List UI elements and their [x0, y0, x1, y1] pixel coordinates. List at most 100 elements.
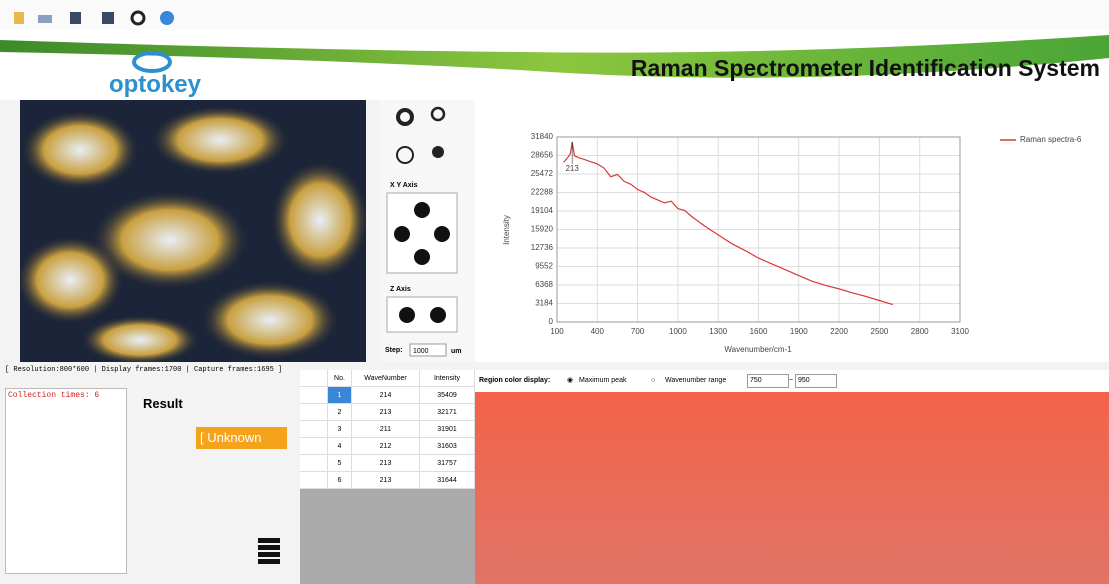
x-axis-title: Wavenumber/cm-1: [724, 345, 792, 354]
logo-mark: [132, 51, 172, 73]
spectrum-chart: Intensity Wavenumber/cm-1 0 3184 6368 9552 1…: [475, 100, 1109, 362]
x-tick-label: 1900: [790, 327, 808, 336]
toolbar-icons: [14, 10, 174, 26]
row-header[interactable]: [300, 438, 328, 455]
row-header[interactable]: [300, 404, 328, 421]
table-cell[interactable]: 4: [328, 438, 352, 455]
y-tick-label: 12736: [531, 243, 554, 252]
y-tick-label: 22288: [531, 188, 554, 197]
row-header[interactable]: [300, 455, 328, 472]
table-cell[interactable]: 211: [352, 421, 420, 438]
region-color: [475, 392, 1109, 584]
table-cell[interactable]: 213: [352, 455, 420, 472]
open-icon[interactable]: [14, 12, 24, 24]
table-cell[interactable]: 31644: [420, 472, 475, 489]
spectrum-line: [563, 141, 894, 306]
row-header[interactable]: [300, 421, 328, 438]
y-tick-label: 0: [549, 317, 554, 326]
x-tick-label: 3100: [951, 327, 969, 336]
range-from[interactable]: 750: [747, 374, 789, 388]
peak-table: No. WaveNumber Intensity 1 214 35409 2 213 32171…: [300, 370, 475, 584]
table-cell[interactable]: 31901: [420, 421, 475, 438]
table-cell[interactable]: 214: [352, 387, 420, 404]
y-tick-label: 6368: [535, 280, 553, 289]
export-icon[interactable]: [38, 15, 52, 23]
stage-controls: X Y Axis Z Axis Step: 1000 um: [380, 100, 475, 362]
column-header: Intensity: [420, 370, 475, 387]
z-down-button[interactable]: [430, 307, 446, 323]
swoosh: [0, 35, 1109, 78]
table-cell[interactable]: 3: [328, 421, 352, 438]
table-cell[interactable]: 31603: [420, 438, 475, 455]
result-label: Result: [143, 396, 183, 411]
x-tick-label: 100: [550, 327, 564, 336]
mode-button[interactable]: [396, 146, 414, 164]
down-button[interactable]: [414, 249, 430, 265]
table-cell[interactable]: 32171: [420, 404, 475, 421]
record-icon[interactable]: [130, 10, 146, 26]
x-tick-label: 1600: [750, 327, 768, 336]
banner: optokey Raman Spectrometer Identificatio…: [0, 30, 1109, 100]
left-button[interactable]: [394, 226, 410, 242]
x-tick-label: 700: [631, 327, 645, 336]
y-tick-label: 25472: [531, 169, 554, 178]
zoom-button[interactable]: [430, 106, 446, 122]
y-tick-label: 15920: [531, 225, 554, 234]
z-up-button[interactable]: [399, 307, 415, 323]
x-tick-label: 2500: [871, 327, 889, 336]
peak-label: 213: [566, 164, 580, 173]
toolbar: [0, 0, 1109, 30]
table-corner: [300, 370, 328, 387]
table-cell[interactable]: 6: [328, 472, 352, 489]
range-option: Wavenumber range: [665, 377, 727, 384]
result-value: [ Unknown: [196, 427, 287, 449]
range-sep: ~: [789, 377, 794, 384]
save-icon[interactable]: [70, 12, 81, 24]
peak-radio[interactable]: ◉: [567, 377, 574, 384]
help-icon[interactable]: [160, 11, 174, 25]
region-label: Region color display:: [479, 377, 551, 384]
table-cell[interactable]: 35409: [420, 387, 475, 404]
peak-option: Maximum peak: [579, 377, 627, 384]
x-tick-label: 1300: [709, 327, 727, 336]
settings-button[interactable]: [396, 108, 414, 126]
camera-view: [20, 100, 366, 362]
table-cell[interactable]: 2: [328, 404, 352, 421]
y-tick-label: 28656: [531, 151, 554, 160]
table-cell[interactable]: 31757: [420, 455, 475, 472]
xy-axis-label: X Y Axis: [390, 182, 418, 189]
x-tick-label: 400: [591, 327, 605, 336]
save-all-icon[interactable]: [102, 12, 114, 24]
plot-frame: [556, 136, 961, 323]
step-unit: um: [451, 348, 462, 355]
table-cell[interactable]: 1: [328, 387, 352, 404]
table-cell[interactable]: 213: [352, 472, 420, 489]
status-bar: [ Resolution:800*600 | Display frames:17…: [5, 366, 283, 374]
table-cell[interactable]: 213: [352, 404, 420, 421]
app-title: Raman Spectrometer Identification System: [631, 55, 1100, 81]
y-tick-label: 31840: [531, 132, 554, 141]
step-input[interactable]: [409, 343, 447, 357]
light-button[interactable]: [432, 146, 444, 158]
x-tick-label: 1000: [669, 327, 687, 336]
legend-label: Raman spectra-6: [1020, 135, 1082, 144]
region-bar: Region color display: ◉ Maximum peak ○ W…: [475, 370, 1109, 392]
control-icons: X Y Axis Z Axis Step: 1000 um: [385, 106, 462, 357]
row-header[interactable]: [300, 472, 328, 489]
x-tick-label: 2200: [830, 327, 848, 336]
y-tick-label: 19104: [531, 206, 554, 215]
table-cell[interactable]: 5: [328, 455, 352, 472]
right-button[interactable]: [434, 226, 450, 242]
y-tick-label: 9552: [535, 262, 553, 271]
row-header[interactable]: [300, 387, 328, 404]
table-cell[interactable]: 212: [352, 438, 420, 455]
logo-text: optokey: [109, 71, 202, 98]
range-radio[interactable]: ○: [651, 377, 656, 384]
z-axis-label: Z Axis: [390, 286, 411, 293]
x-tick-label: 2800: [911, 327, 929, 336]
range-to[interactable]: 950: [795, 374, 837, 388]
up-button[interactable]: [414, 202, 430, 218]
log-box: Collection times: 6: [5, 388, 127, 574]
menu-button[interactable]: [258, 538, 280, 564]
